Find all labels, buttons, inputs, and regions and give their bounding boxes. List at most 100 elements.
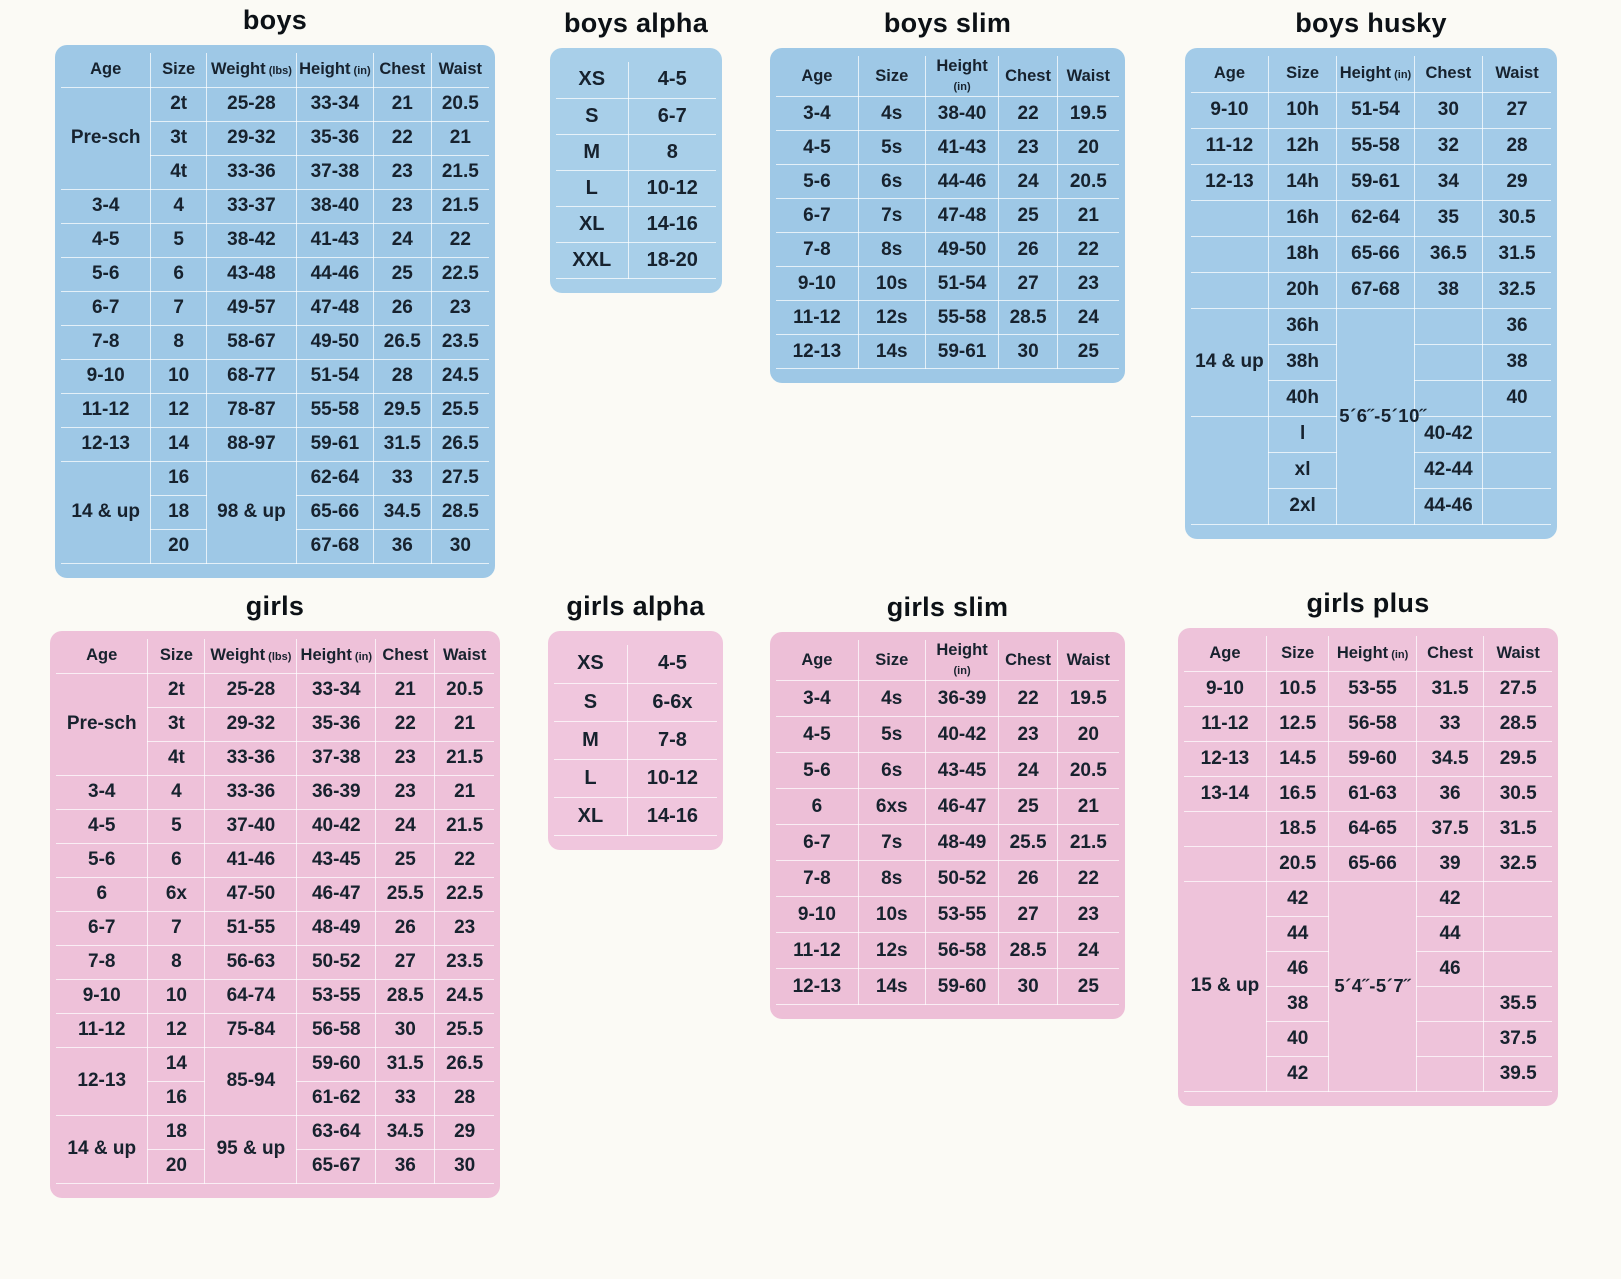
- table-cell: 23: [1056, 896, 1119, 933]
- chart-title-girls-plus: girls plus: [1306, 588, 1430, 618]
- table-cell: 19.5: [1056, 96, 1119, 131]
- chart-panel-girls-plus: Age Size Height (in) Chest Waist 9-10 10.5 53-5…: [1178, 628, 1558, 1106]
- table-cell: 3-4: [56, 774, 149, 810]
- table-cell: 4-5: [61, 222, 152, 258]
- table-cell: 8s: [857, 232, 926, 267]
- table-cell: 11-12: [56, 1012, 149, 1048]
- table-cell: 28: [1482, 127, 1551, 165]
- table-cell: 23: [998, 716, 1058, 753]
- chart-title-boys-alpha: boys alpha: [563, 8, 709, 38]
- table-cell: 25: [998, 198, 1058, 233]
- table-cell: 33-34: [296, 673, 377, 708]
- table-cell: [1482, 415, 1551, 453]
- table-cell: 59-61: [295, 426, 374, 462]
- table-cell: 22: [1056, 860, 1119, 897]
- table-cell: 32: [1413, 127, 1484, 165]
- table-cell: 4: [150, 188, 207, 224]
- table-row: Pre-sch 2t 25-28 33-34 21 20.5: [56, 673, 494, 776]
- chart-title-girls-slim: girls slim: [886, 592, 1009, 622]
- table-row: 38 35.5: [1184, 985, 1552, 1022]
- table-cell: Pre-sch: [61, 87, 152, 190]
- table-row: 5-6 6s 44-46 24 20.5: [776, 164, 1119, 199]
- table-cell: 10s: [857, 266, 926, 301]
- table-cell: 22: [998, 680, 1058, 717]
- table-cell: 23: [998, 130, 1058, 165]
- table-cell: 12.5: [1265, 705, 1330, 742]
- table-cell: 16.5: [1265, 775, 1330, 812]
- column-header: Weight (lbs): [206, 53, 297, 88]
- table-cell: 31.5: [1482, 235, 1551, 273]
- table-cell: 4-5: [626, 645, 717, 684]
- table-cell: 34.5: [375, 1114, 436, 1150]
- table-cell: 29.5: [372, 392, 432, 428]
- table-row: 4-5 5 38-42 41-43 24 22: [61, 222, 489, 258]
- table-cell: 56-58: [924, 932, 1000, 969]
- table-cell: 21: [430, 120, 489, 156]
- table-cell: 44-46: [1413, 487, 1484, 525]
- table-cell: 44-46: [924, 164, 1000, 199]
- size-chart-boys-husky: boys husky Age Size Height (in) Chest Waist 9…: [1185, 8, 1557, 539]
- table-cell: 59-61: [924, 334, 1000, 369]
- table-cell: 6: [776, 788, 859, 825]
- table-cell: 21.5: [430, 154, 489, 190]
- table-cell: 8: [150, 324, 207, 360]
- table-cell: 53-55: [1328, 671, 1417, 707]
- table-cell: 25-28: [206, 87, 297, 122]
- column-header: Age: [61, 53, 152, 88]
- table-cell: 20.5: [430, 87, 489, 122]
- column-header: Waist: [1483, 636, 1552, 672]
- column-header: Chest: [998, 640, 1058, 681]
- table-row: 11-12 12s 56-58 28.5 24: [776, 932, 1119, 969]
- table-cell: 24: [998, 752, 1058, 789]
- table-row: 4-5 5 37-40 40-42 24 21.5: [56, 808, 494, 844]
- table-cell: 85-94: [204, 1046, 298, 1116]
- table-cell: 59-60: [1328, 740, 1417, 777]
- table-cell: 10h: [1267, 92, 1338, 129]
- table-cell: 5-6: [776, 752, 859, 789]
- table-cell: 63-64: [296, 1114, 377, 1150]
- column-header: Size: [147, 639, 206, 674]
- table-cell: 53-55: [924, 896, 1000, 933]
- table-cell: 7-8: [776, 232, 859, 267]
- table-cell: 33: [372, 460, 432, 496]
- table-cell: 7: [147, 910, 206, 946]
- table-cell: 25: [372, 256, 432, 292]
- table-row: 4-5 5s 40-42 23 20: [776, 716, 1119, 753]
- table-cell: 44: [1266, 915, 1330, 952]
- table-cell: 37-40: [204, 808, 298, 844]
- chart-panel-girls-slim: Age Size Height (in) Chest Waist 3-4 4s 36-39 22…: [770, 632, 1125, 1019]
- table-cell: L: [554, 758, 628, 798]
- table-cell: 49-50: [924, 232, 1000, 267]
- table-cell: 29: [1482, 163, 1551, 201]
- table-cell: 24: [1056, 932, 1119, 969]
- table-cell: 18-20: [627, 241, 716, 279]
- table-cell: 9-10: [776, 266, 859, 301]
- table-cell: S: [554, 682, 628, 722]
- table-cell: 2xl: [1268, 487, 1338, 525]
- table-cell: 12-13: [1184, 740, 1267, 777]
- table-cell: 20.5: [434, 673, 494, 708]
- table-row: 11-12 12 75-84 56-58 30 25.5: [56, 1012, 494, 1048]
- table-cell: 22: [1056, 232, 1119, 267]
- table-cell: 40-42: [924, 716, 1000, 753]
- table-cell: 6-7: [776, 198, 859, 233]
- table-cell: 35-36: [295, 120, 374, 156]
- table-cell: 50-52: [924, 860, 1000, 897]
- table-row: 5-6 6s 43-45 24 20.5: [776, 752, 1119, 789]
- table-row: l 40-42: [1191, 415, 1551, 525]
- table-cell: 21: [1056, 198, 1119, 233]
- table-row: 12-13 14s 59-60 30 25: [776, 968, 1119, 1005]
- table-row: 4t 33-36 37-38 23 21.5: [61, 154, 489, 190]
- table-cell: 9-10: [56, 978, 149, 1014]
- table-row: 20h 67-68 38 32.5: [1191, 271, 1551, 309]
- table-cell: 27: [1482, 92, 1551, 129]
- table-cell: 24.5: [434, 978, 494, 1014]
- table-cell: 10-12: [626, 758, 717, 798]
- table-cell: 3t: [150, 120, 207, 156]
- table-row: 11-12 12.5 56-58 33 28.5: [1184, 705, 1552, 742]
- table-cell: 5s: [857, 130, 926, 165]
- table-cell: 33-34: [295, 87, 374, 122]
- table-cell: 20h: [1267, 271, 1338, 309]
- table-cell: 42: [1266, 1055, 1330, 1092]
- column-header: Height (in): [924, 56, 1000, 97]
